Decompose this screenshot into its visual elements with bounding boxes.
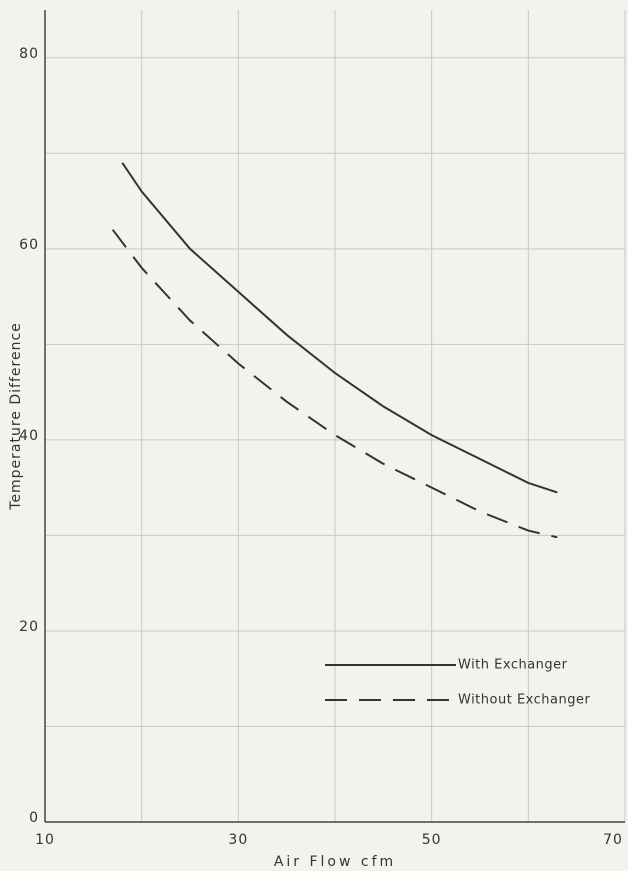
y-tick-label: 40: [19, 428, 39, 444]
series-line: [121, 162, 558, 494]
x-axis-label: Air Flow cfm: [274, 854, 396, 870]
x-tick-label: 70: [603, 832, 623, 848]
legend-label: With Exchanger: [458, 658, 568, 673]
y-tick-label: 20: [19, 619, 39, 635]
legend-label: Without Exchanger: [458, 693, 590, 708]
y-axis-label: Temperature Difference: [8, 322, 24, 511]
y-tick-label: 80: [19, 46, 39, 62]
y-tick-label: 60: [19, 237, 39, 253]
series-line: [111, 229, 558, 539]
x-tick-label: 10: [35, 832, 55, 848]
x-tick-label: 50: [422, 832, 442, 848]
x-tick-label: 30: [228, 832, 248, 848]
y-tick-label: 0: [29, 810, 39, 826]
